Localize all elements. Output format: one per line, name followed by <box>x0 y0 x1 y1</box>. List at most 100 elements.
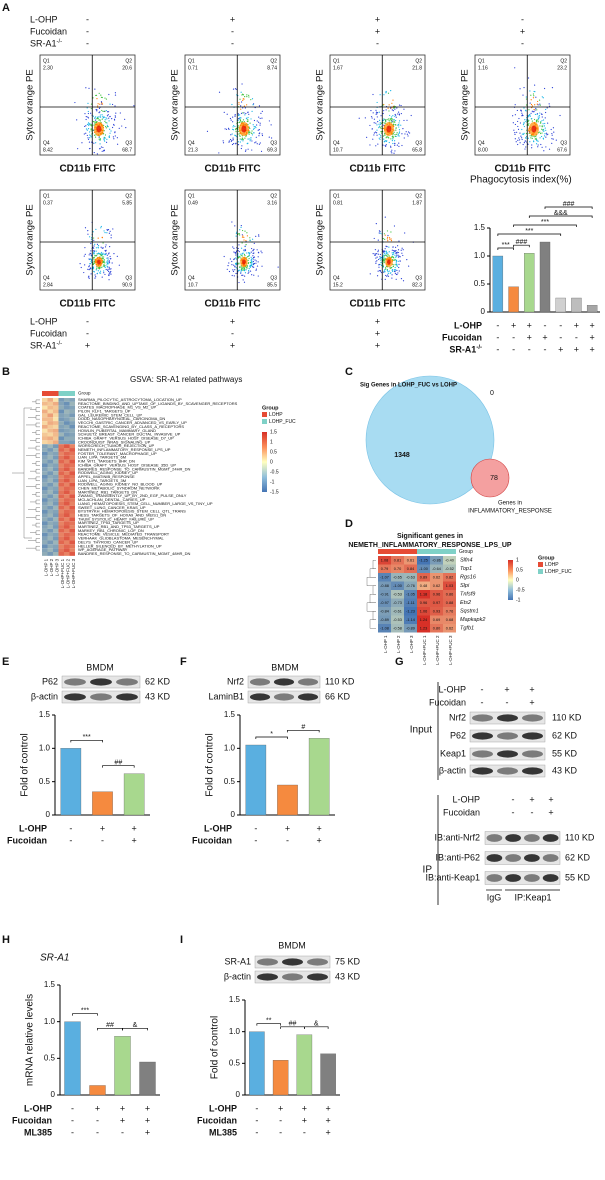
color-scale-label: 0 <box>516 577 519 583</box>
flow-event <box>96 120 98 123</box>
flow-event <box>104 134 107 136</box>
column-label: L-OHP+FUC 2 <box>435 635 440 665</box>
flow-event <box>394 254 396 256</box>
flow-event <box>398 120 401 122</box>
flow-event <box>108 135 111 137</box>
venn-count: 0 <box>490 390 494 397</box>
flow-event <box>95 228 97 230</box>
heatmap-cell <box>53 475 59 479</box>
cell-value: 0.62 <box>433 575 440 579</box>
flow-event <box>114 92 117 94</box>
quadrant-percent: 90.9 <box>122 282 132 288</box>
y-tick-label: 0 <box>236 1090 241 1099</box>
heatmap-cell <box>69 417 75 422</box>
heatmap-cell <box>58 409 64 414</box>
heatmap-cell <box>42 444 48 449</box>
flow-event <box>76 119 78 121</box>
flow-event <box>87 112 90 115</box>
flow-event <box>394 144 396 146</box>
flow-event <box>108 253 110 255</box>
heatmap-cell <box>47 532 53 537</box>
flow-event <box>242 235 244 237</box>
flow-event <box>532 135 534 138</box>
flow-event <box>390 90 392 92</box>
flow-event <box>241 121 243 123</box>
treatment-sign: - <box>86 26 89 36</box>
quadrant-percent: 15.2 <box>333 282 343 288</box>
significance-bracket <box>304 1026 329 1029</box>
blot-header-sign: - <box>481 684 484 694</box>
flow-event <box>105 252 107 254</box>
flow-event <box>377 143 379 145</box>
flow-event <box>240 272 242 274</box>
blot-band <box>282 958 303 966</box>
flow-event <box>235 88 238 90</box>
row-label: DELYS_THYROID_CANCER_UP <box>78 539 138 544</box>
heatmap-cell <box>53 436 59 441</box>
flow-event <box>104 253 106 255</box>
significance-label: # <box>301 724 305 731</box>
flow-event <box>243 239 245 241</box>
flow-event <box>530 112 532 114</box>
flow-event <box>95 109 97 111</box>
heatmap-cell <box>58 505 64 510</box>
heatmap-cell <box>47 552 53 556</box>
flow-event <box>394 108 396 110</box>
heatmap-cell <box>64 398 70 402</box>
flow-event <box>240 224 242 227</box>
quadrant-name: Q3 <box>560 140 567 146</box>
flow-event <box>366 136 368 138</box>
flow-plot-frame <box>184 54 281 156</box>
quadrant-name: Q3 <box>125 275 132 281</box>
blot-header-label: L-OHP <box>452 794 480 804</box>
flow-event <box>378 232 380 234</box>
blot-size: 55 KD <box>565 872 591 882</box>
superscript: -/- <box>57 341 63 347</box>
condition-sign: - <box>96 1115 99 1125</box>
flow-event <box>99 270 102 272</box>
flow-event <box>239 120 242 122</box>
quadrant-percent: 0.71 <box>188 65 198 71</box>
heatmap-cell <box>47 509 53 514</box>
flow-event <box>522 133 525 135</box>
flow-event <box>519 88 521 90</box>
flow-event <box>395 135 397 138</box>
flow-event <box>232 129 235 131</box>
heatmap-cell <box>53 405 59 410</box>
column-label: L-OHP+FUC 3 <box>448 635 453 665</box>
flow-event <box>385 254 387 257</box>
flow-event <box>90 136 92 138</box>
heatmap-cell <box>64 421 70 425</box>
treatment-sign: - <box>86 38 89 48</box>
flow-event <box>385 144 387 146</box>
flow-event <box>398 129 401 131</box>
quadrant-percent: 65.8 <box>412 147 422 153</box>
blot-strip <box>484 851 561 865</box>
flow-event <box>115 112 117 114</box>
heatmap-cell <box>64 440 70 445</box>
flow-event <box>388 246 390 248</box>
blot-header-sign: + <box>529 697 534 707</box>
flow-event <box>552 127 555 129</box>
flow-event <box>391 249 393 251</box>
heatmap-cell <box>47 536 53 541</box>
flow-event <box>87 138 90 140</box>
heatmap-cell <box>58 471 64 475</box>
blot-header-label: Fucoidan <box>443 807 480 817</box>
significance-label: *** <box>502 242 510 249</box>
row-label: SCHUETZ_BREAST_CANCER_DUCTAL_INVASIVE_UP <box>78 432 181 437</box>
flow-event <box>88 141 91 143</box>
condition-sign: + <box>132 823 137 833</box>
flow-event <box>545 108 547 111</box>
heatmap-cell <box>64 448 70 452</box>
y-tick-label: 1.0 <box>224 743 236 752</box>
venn-title: Sig Genes in LOHP_FUC vs LOHP <box>360 383 457 389</box>
heatmap-cell <box>53 478 59 483</box>
row-label: HELLER_SILENCED_BY_METHYLATION_UP <box>78 543 162 548</box>
flow-event <box>240 105 242 107</box>
flow-event <box>103 256 105 258</box>
flow-event <box>101 103 104 105</box>
flow-event <box>110 273 112 275</box>
heatmap-cell <box>391 590 404 599</box>
flow-event <box>522 94 524 96</box>
